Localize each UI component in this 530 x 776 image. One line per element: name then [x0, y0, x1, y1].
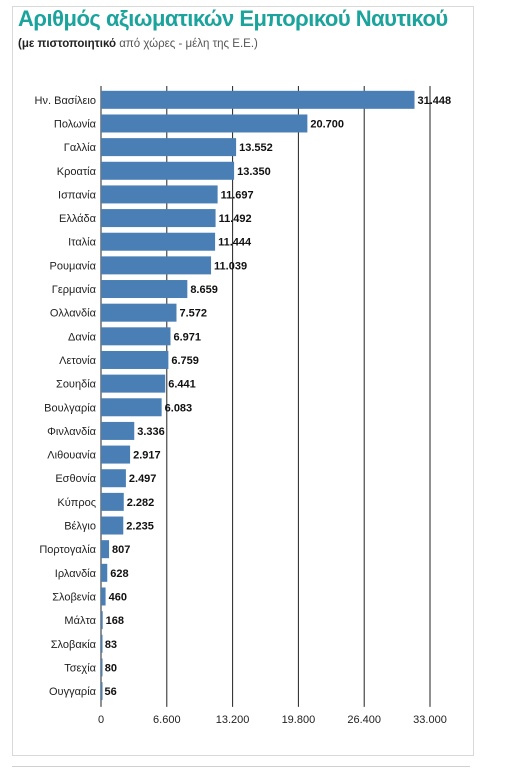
bar	[101, 209, 216, 228]
category-label: Φινλανδία	[47, 426, 96, 438]
bar	[101, 185, 218, 204]
bar	[101, 303, 177, 322]
bar	[101, 256, 212, 275]
value-label: 31.448	[418, 95, 452, 107]
tick-label: 19.800	[282, 714, 316, 726]
tick-label: 6.600	[153, 714, 181, 726]
bar	[101, 138, 237, 157]
bar	[101, 658, 103, 677]
bar	[101, 280, 188, 299]
bar	[101, 634, 103, 653]
category-label: Πολωνία	[54, 118, 97, 130]
value-label: 2.497	[129, 473, 157, 485]
bar	[101, 492, 124, 511]
value-label: 460	[109, 591, 127, 603]
value-label: 80	[105, 662, 117, 674]
category-label: Ιρλανδία	[55, 568, 97, 580]
bottom-divider	[12, 766, 470, 767]
tick-label: 33.000	[413, 714, 447, 726]
category-label: Ουγγαρία	[49, 686, 97, 698]
bar	[101, 516, 124, 535]
category-label: Μάλτα	[64, 615, 96, 627]
bar	[101, 611, 103, 630]
category-label: Γαλλία	[64, 142, 97, 154]
category-label: Ισπανία	[58, 189, 97, 201]
chart-title: Αριθμός αξιωματικών Εμπορικού Ναυτικού	[18, 6, 448, 31]
category-label: Κροατία	[57, 166, 97, 178]
bar	[101, 421, 135, 440]
category-label: Βέλγιο	[64, 521, 96, 533]
bar	[101, 563, 108, 582]
value-label: 13.552	[239, 142, 273, 154]
bar	[101, 469, 126, 488]
bar	[101, 327, 171, 346]
bar	[101, 398, 162, 417]
value-label: 83	[105, 639, 117, 651]
bar	[101, 90, 415, 109]
category-label: Ην. Βασίλειο	[35, 95, 96, 107]
chart-subtitle: (με πιστοποιητικό από χώρες - μέλη της Ε…	[18, 38, 258, 50]
category-label: Σλοβακία	[51, 639, 97, 651]
bar	[101, 374, 166, 393]
value-label: 6.971	[173, 331, 201, 343]
value-label: 2.282	[127, 497, 155, 509]
value-label: 13.350	[237, 166, 271, 178]
bar	[101, 232, 216, 251]
value-label: 11.697	[221, 189, 254, 201]
category-label: Τσεχία	[64, 662, 96, 674]
subtitle-bold: (με πιστοποιητικό	[18, 38, 117, 50]
value-label: 20.700	[310, 118, 344, 130]
category-label: Δανία	[68, 331, 97, 343]
category-label: Κύπρος	[57, 497, 96, 509]
category-label: Ολλανδία	[50, 308, 97, 320]
bar	[101, 587, 106, 606]
tick-label: 0	[98, 714, 104, 726]
bar	[101, 350, 169, 369]
bar	[101, 161, 235, 180]
value-label: 56	[105, 686, 117, 698]
subtitle-rest: από χώρες - μέλη της Ε.Ε.)	[119, 38, 258, 50]
category-label: Ελλάδα	[59, 213, 97, 225]
tick-label: 13.200	[216, 714, 250, 726]
value-label: 6.441	[168, 379, 196, 391]
value-label: 6.083	[165, 402, 193, 414]
category-label: Σουηδία	[56, 379, 97, 391]
category-label: Λετονία	[59, 355, 97, 367]
category-label: Ρουμανία	[50, 260, 97, 272]
value-label: 7.572	[179, 308, 207, 320]
value-label: 168	[106, 615, 124, 627]
category-label: Λιθουανία	[47, 450, 96, 462]
category-label: Σλοβενία	[52, 591, 96, 603]
value-label: 807	[112, 544, 130, 556]
value-label: 2.235	[126, 521, 154, 533]
value-label: 8.659	[190, 284, 218, 296]
bar	[101, 114, 308, 133]
bar	[101, 682, 103, 701]
value-label: 628	[110, 568, 128, 580]
category-label: Ιταλία	[68, 237, 97, 249]
category-label: Γερμανία	[52, 284, 97, 296]
value-label: 11.492	[219, 213, 252, 225]
value-label: 2.917	[133, 450, 161, 462]
value-label: 6.759	[171, 355, 199, 367]
category-label: Πορτογαλία	[39, 544, 96, 556]
value-label: 11.444	[218, 237, 252, 249]
bar	[101, 540, 110, 559]
value-label: 3.336	[137, 426, 165, 438]
category-label: Βουλγαρία	[44, 402, 97, 414]
bar	[101, 445, 131, 464]
category-label: Εσθονία	[55, 473, 96, 485]
value-label: 11.039	[214, 260, 247, 272]
tick-label: 26.400	[347, 714, 381, 726]
